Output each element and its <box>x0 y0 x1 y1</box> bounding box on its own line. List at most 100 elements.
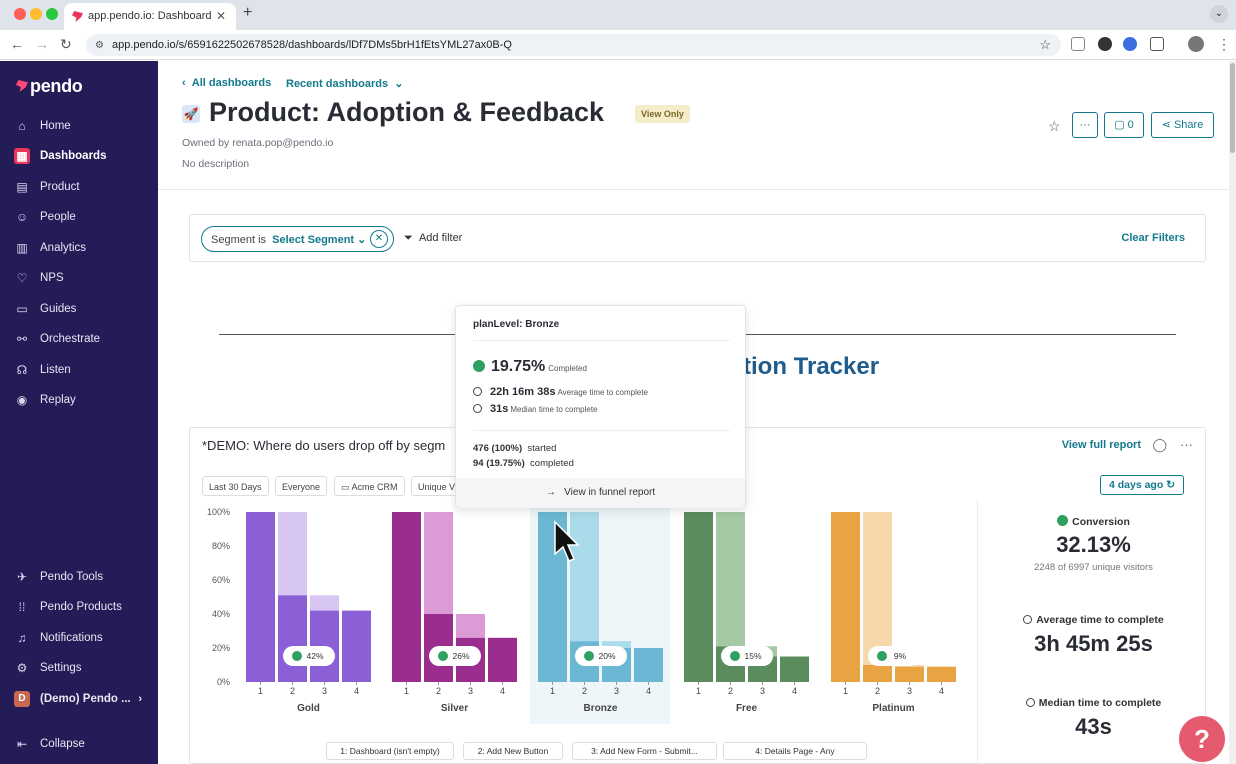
browser-tab[interactable]: app.pendo.io: Dashboard ✕ <box>64 3 236 30</box>
tooltip-started-value: 476 (100%) <box>473 443 523 454</box>
tooltip-title: planLevel: Bronze <box>473 319 560 330</box>
profile-avatar[interactable] <box>1188 36 1204 52</box>
pendo-logo[interactable]: pendo <box>16 76 83 97</box>
collapse-sidebar-button[interactable]: ⇤ Collapse <box>10 733 150 757</box>
step-tick-label: 2 <box>582 686 587 696</box>
url-field[interactable]: ⚙ app.pendo.io/s/6591622502678528/dashbo… <box>86 34 1061 56</box>
last-updated-button[interactable]: 4 days ago ↻ <box>1100 475 1184 495</box>
conversion-check-icon <box>730 651 740 661</box>
step-tick-label: 4 <box>646 686 651 696</box>
new-tab-button[interactable]: + <box>243 4 253 21</box>
tooltip-completed-pct: 19.75% Completed <box>473 358 587 376</box>
sidebar-item-guides[interactable]: ▭ Guides <box>10 298 150 322</box>
sidebar-item-people[interactable]: ☺ People <box>10 206 150 230</box>
comments-count: 0 <box>1127 119 1134 131</box>
sidebar-item-analytics[interactable]: ▥ Analytics <box>10 237 150 261</box>
breadcrumb-all-dashboards[interactable]: ‹ All dashboards <box>182 77 272 89</box>
more-icon[interactable]: ··· <box>1180 437 1193 452</box>
add-filter-button[interactable]: ⏷ Add filter <box>404 232 462 245</box>
reload-icon[interactable]: ↻ <box>60 36 72 52</box>
more-options-button[interactable]: ··· <box>1072 112 1098 138</box>
step-tick-label: 1 <box>696 686 701 696</box>
bar-platinum-3 <box>895 666 924 682</box>
sidebar-item-pendo-tools[interactable]: ✈ Pendo Tools <box>10 566 150 590</box>
sidebar-item-label: Settings <box>40 662 82 674</box>
sidebar-item-replay[interactable]: ◉ Replay <box>10 389 150 413</box>
view-in-funnel-report-link[interactable]: → View in funnel report <box>456 478 745 508</box>
extension-icon[interactable] <box>1123 37 1137 51</box>
page-scrollbar[interactable] <box>1229 61 1236 764</box>
y-tick-label: 60% <box>212 575 230 585</box>
step-tick-label: 3 <box>468 686 473 696</box>
help-button[interactable]: ? <box>1179 716 1225 762</box>
sidebar-item-pendo-products[interactable]: ⁞⁞ Pendo Products <box>10 596 150 620</box>
sidebar-item-nps[interactable]: ♡ NPS <box>10 267 150 291</box>
y-tick-label: 20% <box>212 643 230 653</box>
segment-chip[interactable]: Everyone <box>275 476 328 496</box>
close-window-button[interactable] <box>14 8 26 20</box>
bar-tooltip: planLevel: Bronze 19.75% Completed 22h 16… <box>455 305 746 508</box>
extension-icon[interactable] <box>1098 37 1112 51</box>
report-title: *DEMO: Where do users drop off by segm <box>202 438 446 453</box>
sidebar-item-label: Pendo Tools <box>40 571 104 583</box>
close-tab-icon[interactable]: ✕ <box>215 9 226 23</box>
comment-icon[interactable]: ◯ <box>1152 437 1167 452</box>
clear-filters-link[interactable]: Clear Filters <box>1121 232 1185 244</box>
clock-icon <box>473 404 482 413</box>
bar-free-1 <box>684 512 713 682</box>
clear-segment-icon[interactable]: ✕ <box>370 230 388 248</box>
tooltip-pct-value: 19.75% <box>491 358 546 375</box>
arrow-right-icon: → <box>545 487 556 498</box>
step-tick-label: 2 <box>875 686 880 696</box>
back-icon[interactable]: ← <box>10 36 24 52</box>
comments-button[interactable]: ▢ 0 <box>1104 112 1144 138</box>
app-chip-label: Acme CRM <box>351 482 398 492</box>
drop-off-bar-silver-3 <box>456 614 485 638</box>
segment-select[interactable]: Select Segment <box>272 234 355 246</box>
extensions-puzzle-icon[interactable] <box>1150 37 1164 51</box>
site-info-icon[interactable]: ⚙ <box>95 40 104 51</box>
replay-icon: ◉ <box>16 393 28 407</box>
sidebar-item-settings[interactable]: ⚙ Settings <box>10 657 150 681</box>
browser-menu-icon[interactable]: ⋮ <box>1217 36 1231 52</box>
tooltip-avg-value: 22h 16m 38s <box>490 386 556 398</box>
funnel-report-card: *DEMO: Where do users drop off by segm V… <box>189 427 1206 764</box>
favorite-star-icon[interactable]: ☆ <box>1048 118 1061 134</box>
scrollbar-thumb[interactable] <box>1230 63 1235 153</box>
bookmark-star-icon[interactable]: ☆ <box>1039 37 1051 52</box>
sidebar-item-product[interactable]: ▤ Product <box>10 176 150 200</box>
step-tick-label: 1 <box>258 686 263 696</box>
maximize-window-button[interactable] <box>46 8 58 20</box>
extension-icon[interactable] <box>1071 37 1085 51</box>
tab-search-button[interactable]: ⌄ <box>1210 5 1228 23</box>
step-legend-3: 3: Add New Form - Submit... <box>572 742 717 760</box>
product-icon: ▤ <box>16 180 28 194</box>
sidebar-item-label: Guides <box>40 303 77 315</box>
sidebar-item-home[interactable]: ⌂ Home <box>10 115 150 139</box>
step-tick-label: 2 <box>436 686 441 696</box>
drop-off-bar-silver-2 <box>424 512 453 614</box>
conversion-badge-bg <box>868 646 920 666</box>
last-updated-label: 4 days ago <box>1108 479 1164 491</box>
sidebar-item-dashboards[interactable]: ▦ Dashboards <box>10 145 150 169</box>
group-label-bronze: Bronze <box>584 703 618 714</box>
app-chip[interactable]: ▭ Acme CRM <box>334 476 405 496</box>
filter-bar: Segment is Select Segment ⌄ ✕ ⏷ Add filt… <box>189 214 1206 262</box>
sidebar-item-label: Analytics <box>40 242 87 254</box>
view-full-report-link[interactable]: View full report <box>1061 439 1141 451</box>
sidebar-item-notifications[interactable]: ♫ Notifications <box>10 627 150 651</box>
home-icon: ⌂ <box>18 119 26 133</box>
date-range-chip[interactable]: Last 30 Days <box>202 476 269 496</box>
sidebar-item-listen[interactable]: ☊ Listen <box>10 359 150 383</box>
avg-time-label-text: Average time to complete <box>1036 614 1164 626</box>
share-button[interactable]: ⋖ Share <box>1151 112 1214 138</box>
sidebar-item-orchestrate[interactable]: ⚯ Orchestrate <box>10 328 150 352</box>
minimize-window-button[interactable] <box>30 8 42 20</box>
forward-icon[interactable]: → <box>35 36 49 52</box>
section-heading: tion Tracker <box>743 353 880 380</box>
mouse-cursor <box>554 520 579 562</box>
segment-filter[interactable]: Segment is Select Segment ⌄ ✕ <box>201 226 394 252</box>
breadcrumb-recent-dashboards[interactable]: Recent dashboards ⌄ <box>286 77 403 90</box>
sidebar-item-label: People <box>40 211 76 223</box>
sidebar-item-account[interactable]: D (Demo) Pendo ... › <box>10 688 150 712</box>
